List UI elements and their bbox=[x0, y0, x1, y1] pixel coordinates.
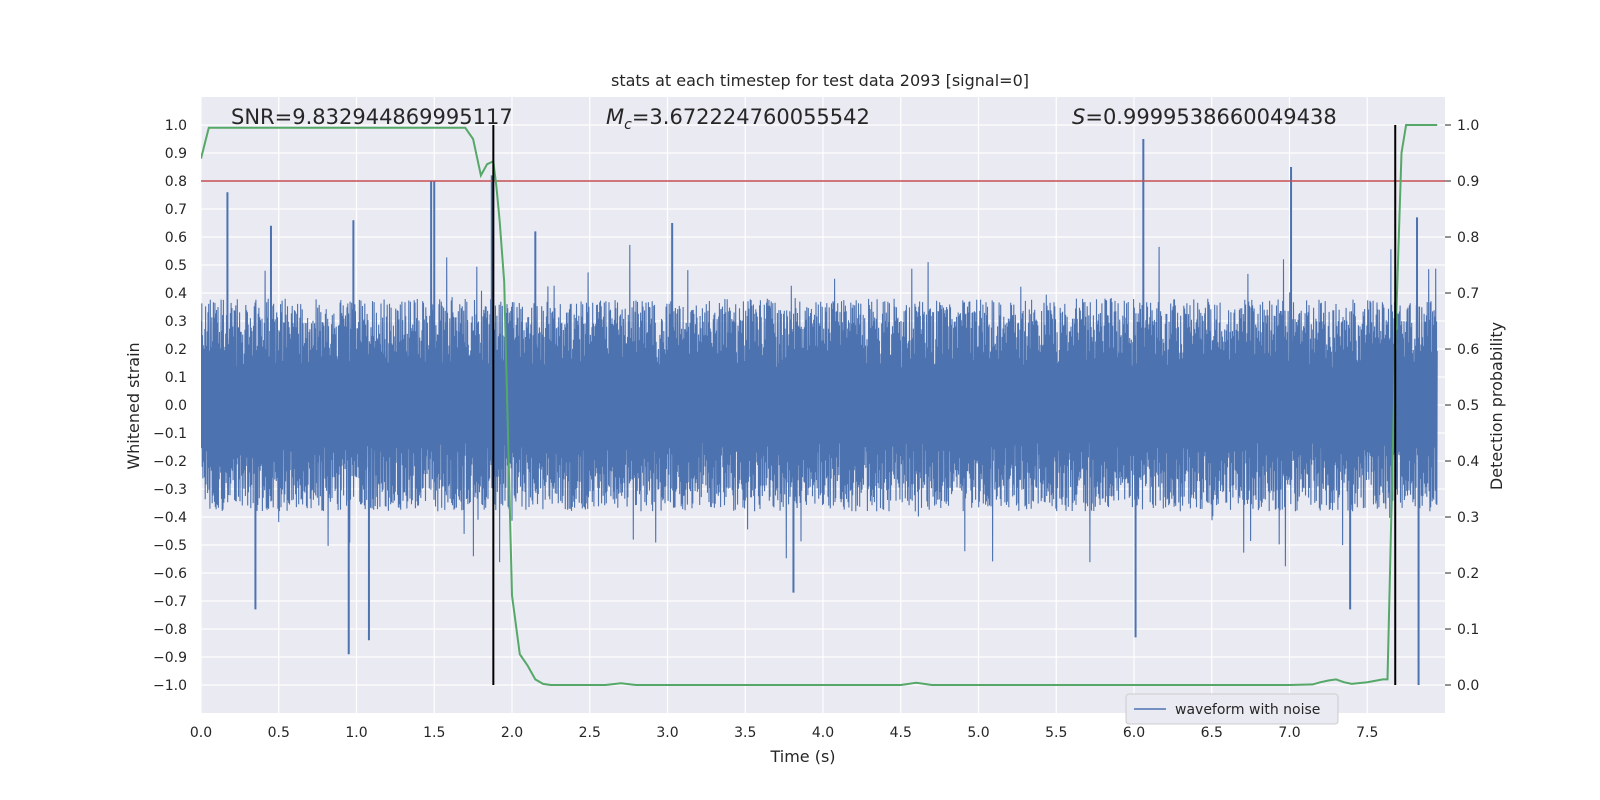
x-tick-label: 5.0 bbox=[967, 725, 989, 741]
y-left-tick-label: 0.1 bbox=[165, 370, 187, 386]
y-left-tick-label: −0.3 bbox=[153, 482, 187, 498]
series-group bbox=[201, 124, 1445, 686]
y-right-tick-label: 0.2 bbox=[1457, 566, 1479, 582]
y-left-tick-label: −0.1 bbox=[153, 426, 187, 442]
chirp-mass-annotation: Mc=3.672224760055542 bbox=[606, 105, 870, 133]
y-left-tick-label: 0.9 bbox=[165, 146, 187, 162]
plot-area bbox=[201, 124, 1445, 686]
y-right-tick-label: 1.0 bbox=[1457, 118, 1479, 134]
y-right-axis-label: Detection probability bbox=[1487, 322, 1506, 490]
snr-annotation: SNR=9.832944869995117 bbox=[231, 105, 513, 129]
chirp-mass-symbol: M bbox=[606, 105, 624, 129]
y-right-tick-label: 0.5 bbox=[1457, 398, 1479, 414]
y-left-tick-label: −0.8 bbox=[153, 622, 187, 638]
y-right-tick-label: 0.7 bbox=[1457, 286, 1479, 302]
x-tick-label: 5.5 bbox=[1045, 725, 1067, 741]
x-tick-label: 6.0 bbox=[1123, 725, 1145, 741]
x-tick-label: 0.0 bbox=[190, 725, 212, 741]
y-left-tick-label: 0.3 bbox=[165, 314, 187, 330]
y-right-axis-ticks: 0.0 0.1 0.2 0.3 0.4 0.5 0.6 0.7 0.8 0.9 1.0 bbox=[1445, 118, 1479, 694]
y-left-tick-label: −1.0 bbox=[153, 678, 187, 694]
y-left-tick-label: −0.2 bbox=[153, 454, 187, 470]
y-left-tick-label: 0.7 bbox=[165, 202, 187, 218]
y-left-tick-label: 0.6 bbox=[165, 230, 187, 246]
waveform-line bbox=[201, 244, 1438, 567]
chart-title: stats at each timestep for test data 209… bbox=[611, 71, 1029, 90]
x-axis-label: Time (s) bbox=[769, 747, 835, 766]
x-axis-ticks: 0.0 0.5 1.0 1.5 2.0 2.5 3.0 3.5 4.0 4.5 5.0 5.5 6.0 6… bbox=[190, 725, 1379, 741]
y-right-tick-label: 0.8 bbox=[1457, 230, 1479, 246]
s-statistic-value: =0.9999538660049438 bbox=[1085, 105, 1336, 129]
y-left-tick-label: 0.4 bbox=[165, 286, 187, 302]
y-right-tick-label: 0.4 bbox=[1457, 454, 1479, 470]
legend-box bbox=[1125, 693, 1339, 725]
probability-line bbox=[201, 124, 1438, 686]
s-statistic-symbol: S bbox=[1072, 105, 1085, 129]
x-tick-label: 3.5 bbox=[734, 725, 756, 741]
y-left-tick-label: 0.2 bbox=[165, 342, 187, 358]
x-tick-label: 2.0 bbox=[501, 725, 523, 741]
y-right-tick-label: 0.3 bbox=[1457, 510, 1479, 526]
y-left-tick-label: 0.0 bbox=[165, 398, 187, 414]
y-left-axis-label: Whitened strain bbox=[124, 342, 143, 469]
s-statistic-annotation: S=0.9999538660049438 bbox=[1072, 105, 1337, 129]
y-left-tick-label: 0.8 bbox=[165, 174, 187, 190]
x-tick-label: 6.5 bbox=[1201, 725, 1223, 741]
y-left-tick-label: 1.0 bbox=[165, 118, 187, 134]
x-tick-label: 3.0 bbox=[656, 725, 678, 741]
legend: waveform with noise bbox=[1125, 693, 1339, 725]
y-left-tick-label: 0.5 bbox=[165, 258, 187, 274]
y-left-tick-label: −0.5 bbox=[153, 538, 187, 554]
legend-label: waveform with noise bbox=[1175, 702, 1320, 718]
y-right-tick-label: 0.6 bbox=[1457, 342, 1479, 358]
chirp-mass-value: =3.672224760055542 bbox=[632, 105, 870, 129]
x-tick-label: 0.5 bbox=[268, 725, 290, 741]
chirp-mass-subscript: c bbox=[624, 117, 632, 133]
x-tick-label: 4.0 bbox=[812, 725, 834, 741]
x-tick-label: 4.5 bbox=[890, 725, 912, 741]
x-tick-label: 7.5 bbox=[1356, 725, 1378, 741]
y-left-tick-label: −0.6 bbox=[153, 566, 187, 582]
x-tick-label: 1.5 bbox=[423, 725, 445, 741]
y-left-tick-label: −0.9 bbox=[153, 650, 187, 666]
x-tick-label: 7.0 bbox=[1278, 725, 1300, 741]
y-right-tick-label: 0.9 bbox=[1457, 174, 1479, 190]
y-left-axis-ticks: −1.0 −0.9 −0.8 −0.7 −0.6 −0.5 −0.4 −0.3 −0.2 −0.1… bbox=[153, 118, 187, 694]
y-right-tick-label: 0.1 bbox=[1457, 622, 1479, 638]
y-left-tick-label: −0.4 bbox=[153, 510, 187, 526]
x-tick-label: 1.0 bbox=[345, 725, 367, 741]
x-tick-label: 2.5 bbox=[579, 725, 601, 741]
y-right-tick-label: 0.0 bbox=[1457, 678, 1479, 694]
y-left-tick-label: −0.7 bbox=[153, 594, 187, 610]
